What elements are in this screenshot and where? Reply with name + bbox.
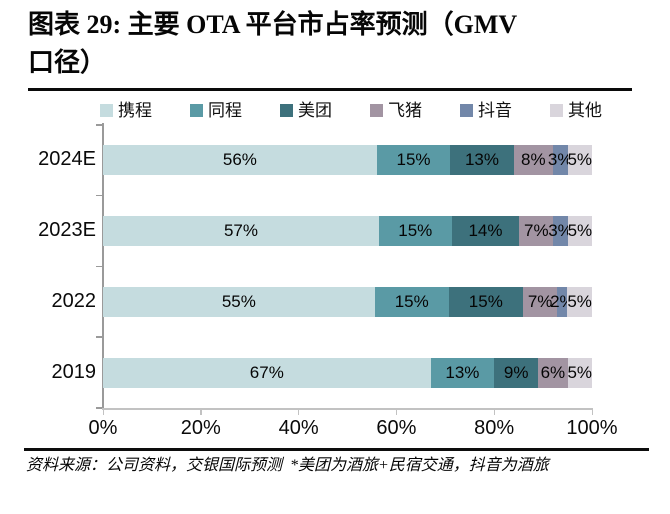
bar-segment-label: 7% xyxy=(524,221,549,241)
bar-segment-label: 15% xyxy=(398,221,433,241)
legend-swatch xyxy=(280,104,293,117)
x-axis-tick xyxy=(493,408,495,415)
bar-segment-label: 5% xyxy=(567,362,593,382)
chart-title: 图表 29: 主要 OTA 平台市占率预测（GMV 口径） xyxy=(28,10,517,77)
legend-item: 抖音 xyxy=(460,100,512,121)
category-tick xyxy=(96,124,102,126)
bar-segment-label: 6% xyxy=(540,362,566,382)
legend-item: 美团 xyxy=(280,100,332,121)
bar-segment-label: 56% xyxy=(222,150,257,170)
category-tick xyxy=(96,407,102,409)
legend-item-label: 同程 xyxy=(208,101,242,120)
x-axis-tick-label: 80% xyxy=(474,417,515,439)
bar-segment xyxy=(103,357,431,388)
bar-segment-label: 5% xyxy=(567,221,593,241)
bar-segment-label: 5% xyxy=(567,150,593,170)
bar-segment xyxy=(103,216,379,247)
legend-item-label: 飞猪 xyxy=(388,101,422,120)
legend-swatch xyxy=(460,104,473,117)
bar-segment-label: 67% xyxy=(249,362,284,382)
title-divider-line xyxy=(28,88,632,91)
bar-segment xyxy=(430,357,495,388)
category-tick xyxy=(96,336,102,338)
x-axis-tick-label: 40% xyxy=(278,417,319,439)
legend-item-label: 携程 xyxy=(118,101,152,120)
bar-segment-label: 57% xyxy=(223,221,258,241)
bar-segment xyxy=(103,286,375,317)
legend-item-label: 其他 xyxy=(568,101,602,120)
legend-item: 同程 xyxy=(190,100,242,121)
bar-segment-label: 3% xyxy=(548,221,573,241)
bar-segment-label: 5% xyxy=(567,291,592,311)
legend-swatch xyxy=(550,104,563,117)
category-label: 2022 xyxy=(51,289,97,312)
bar-segment xyxy=(567,286,592,317)
bar-segment xyxy=(378,216,452,247)
legend-item: 其他 xyxy=(550,100,602,121)
bar-segment-label: 3% xyxy=(547,150,573,170)
legend-item-label: 美团 xyxy=(298,101,332,120)
bar-segment-label: 8% xyxy=(521,150,546,170)
x-axis-tick-label: 20% xyxy=(180,417,221,439)
x-axis-tick-label: 60% xyxy=(376,417,417,439)
legend-item: 携程 xyxy=(100,100,152,121)
bar-segment-label: 7% xyxy=(527,291,553,311)
bar-segment xyxy=(376,145,451,176)
bar-segment xyxy=(450,145,514,176)
y-axis-line xyxy=(102,123,104,409)
category-label: 2023E xyxy=(38,219,96,242)
x-axis-tick xyxy=(200,408,202,415)
legend-item-label: 抖音 xyxy=(478,101,512,120)
legend-swatch xyxy=(370,104,383,117)
bar-segment xyxy=(513,145,553,176)
category-tick xyxy=(96,194,102,197)
bar-segment xyxy=(538,357,568,388)
x-axis-tick-label: 100% xyxy=(566,417,618,439)
bar-segment xyxy=(374,286,449,317)
bar-segment-label: 13% xyxy=(464,150,499,170)
bar-segment xyxy=(494,357,539,388)
bar-segment-label: 13% xyxy=(445,362,480,382)
bar-segment xyxy=(451,216,520,247)
bar-segment-label: 9% xyxy=(503,362,529,382)
bar-segment xyxy=(103,145,377,176)
bar-segment xyxy=(567,145,592,176)
legend-item: 飞猪 xyxy=(370,100,422,121)
bar-segment xyxy=(553,216,568,247)
bar-segment-label: 15% xyxy=(468,291,503,311)
bar-segment xyxy=(448,286,523,317)
x-axis-tick xyxy=(102,408,104,415)
bar-segment xyxy=(567,216,592,247)
category-label: 2024E xyxy=(38,148,96,171)
bar-segment xyxy=(522,286,558,317)
category-label: 2019 xyxy=(51,360,97,383)
bar-segment xyxy=(552,145,568,176)
legend-swatch xyxy=(190,104,203,117)
bar-segment-label: 15% xyxy=(396,150,431,170)
x-axis-line xyxy=(102,408,593,410)
bar-segment xyxy=(519,216,554,247)
source-note: 资料来源：公司资料，交银国际预测 *美团为酒旅+民宿交通，抖音为酒旅 xyxy=(26,457,549,474)
bar-segment-label: 55% xyxy=(221,291,256,311)
bar-segment xyxy=(557,286,568,317)
bar-segment-label: 14% xyxy=(468,221,503,241)
x-axis-tick-label: 0% xyxy=(88,417,118,439)
x-axis-tick xyxy=(591,408,593,415)
x-axis-tick xyxy=(298,408,300,415)
legend-swatch xyxy=(100,104,113,117)
bar-segment xyxy=(567,357,592,388)
x-axis-tick xyxy=(395,408,398,415)
bar-segment-label: 15% xyxy=(394,291,429,311)
category-tick xyxy=(96,265,102,267)
footer-divider-line xyxy=(24,448,649,451)
